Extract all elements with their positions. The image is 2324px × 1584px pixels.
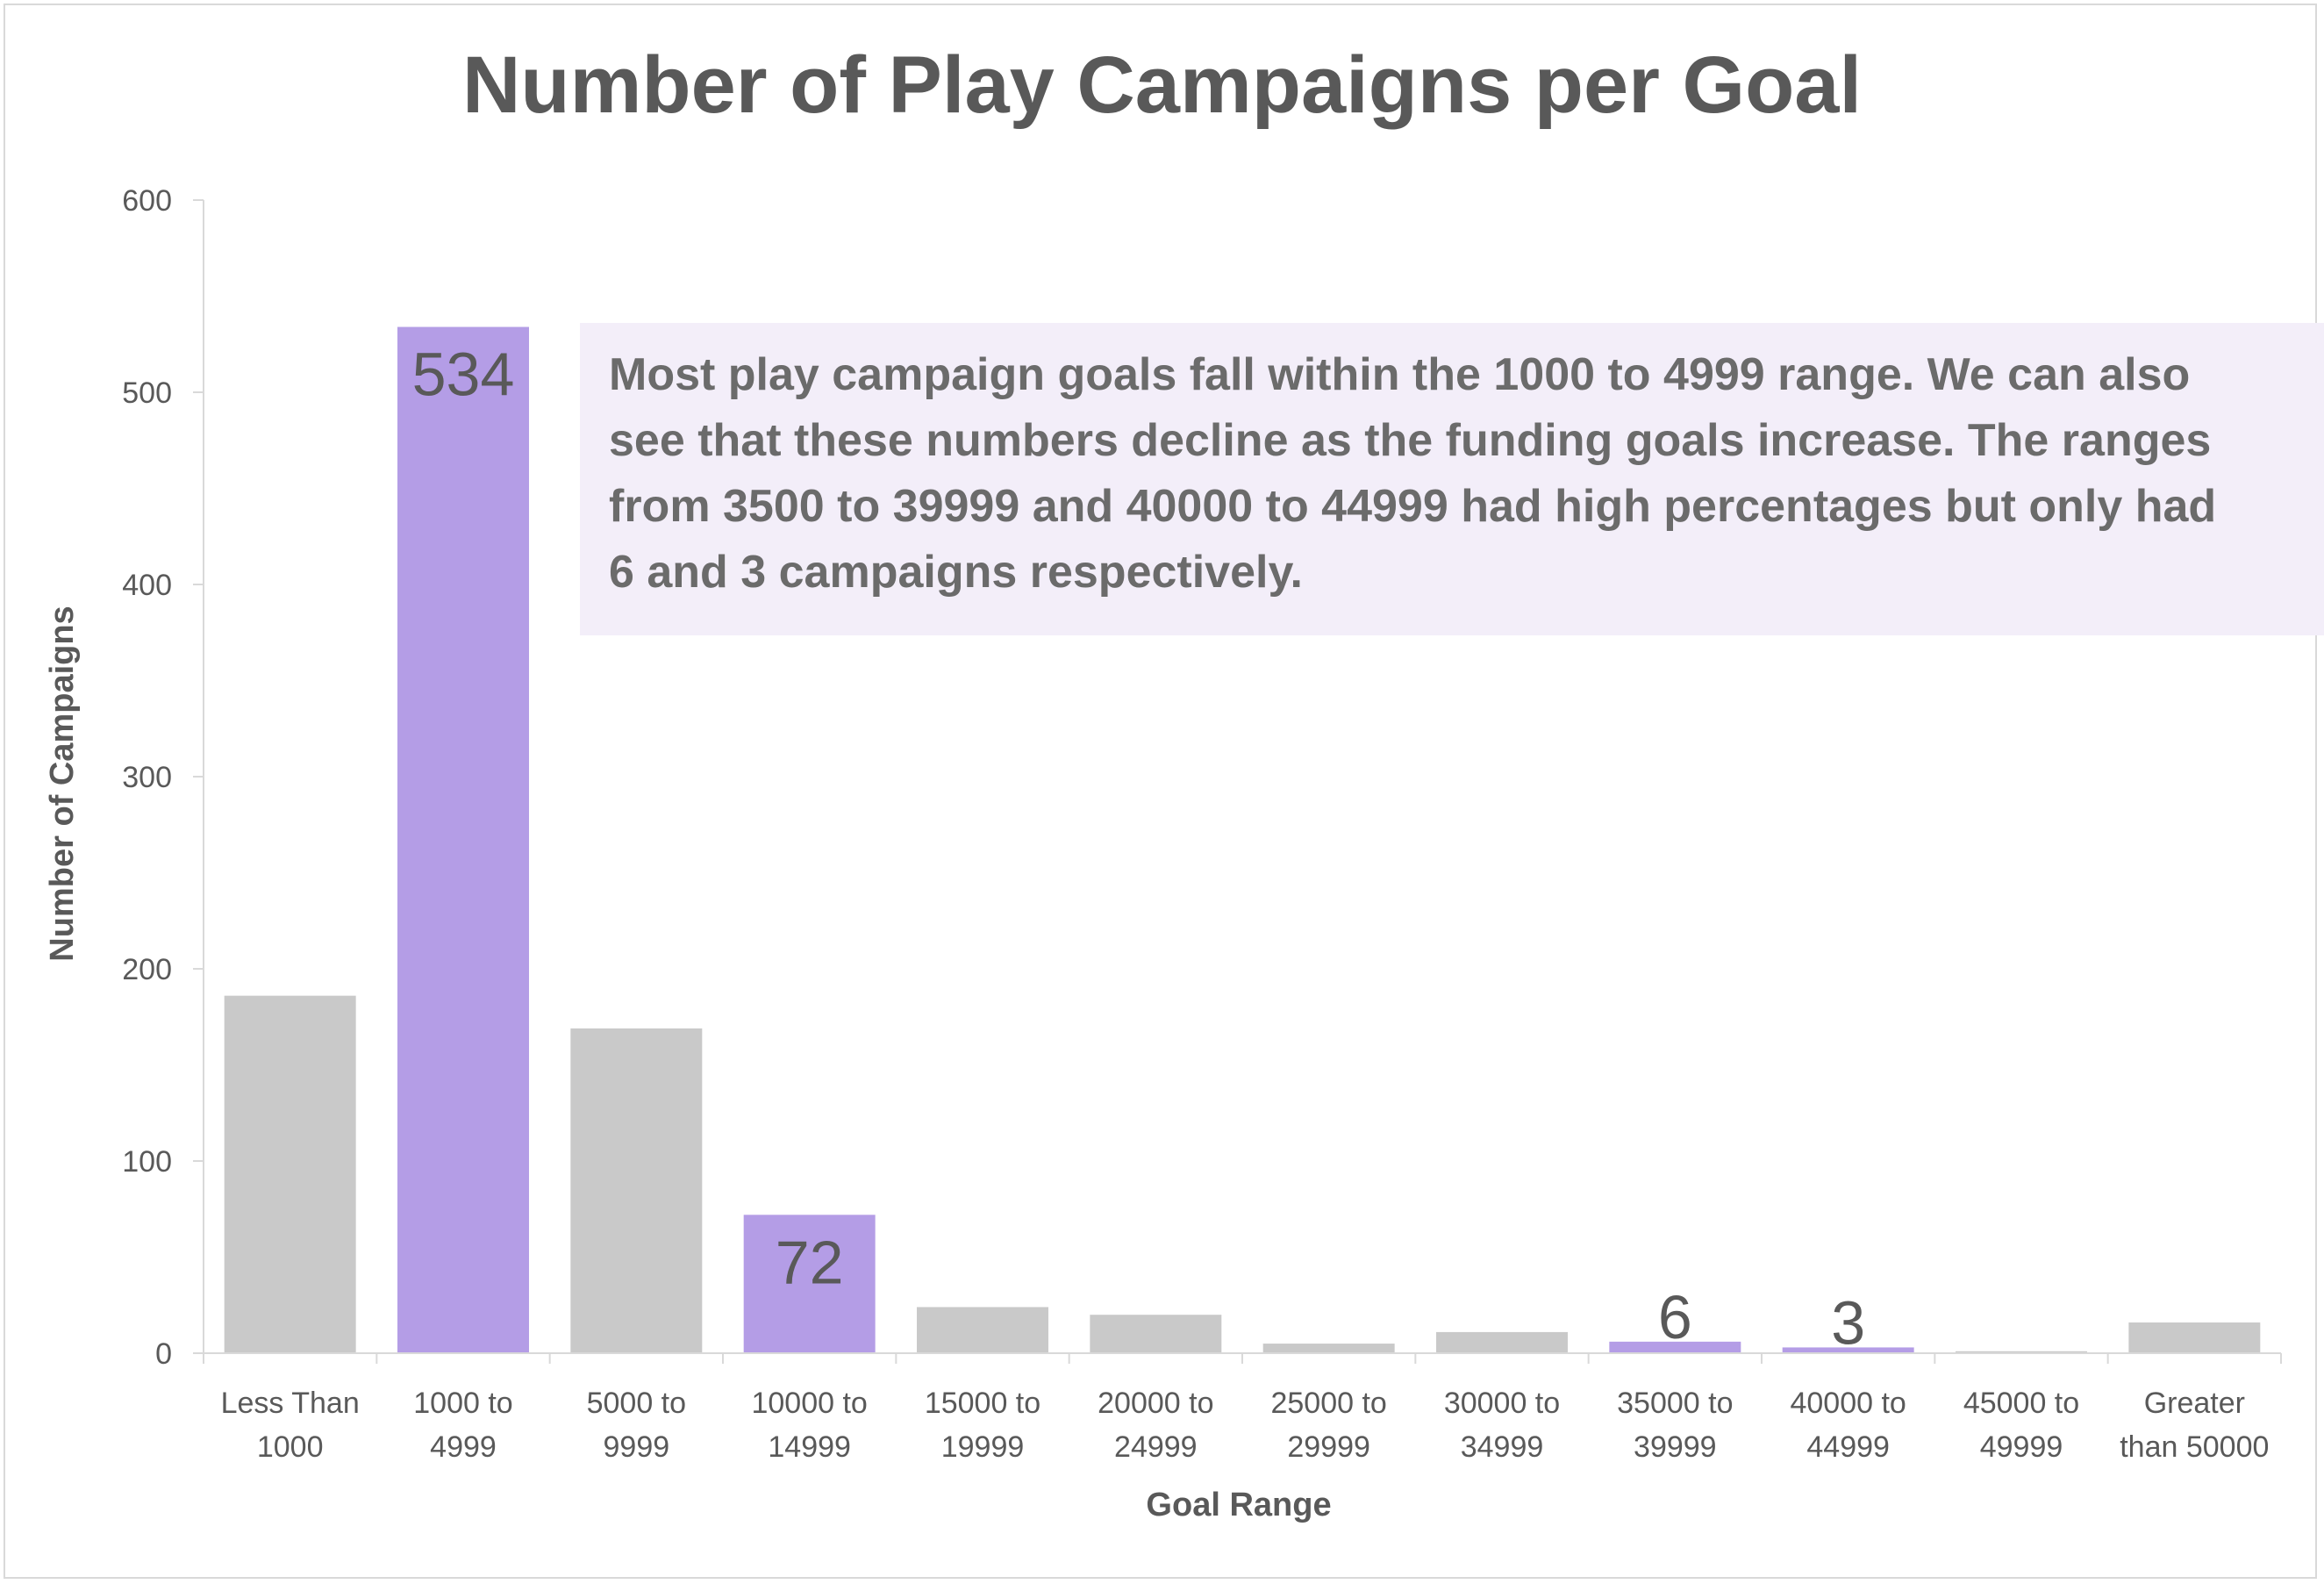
- y-tick-label: 200: [122, 953, 172, 986]
- bar: [743, 1215, 876, 1353]
- x-tick-label: 5000 to 9999: [587, 1387, 686, 1464]
- bar: [1436, 1331, 1568, 1353]
- bar: [2128, 1322, 2261, 1353]
- y-tick-label: 100: [122, 1145, 172, 1179]
- bar: [1956, 1351, 2087, 1353]
- y-tick-label: 500: [122, 376, 172, 410]
- bar: [1609, 1341, 1741, 1353]
- y-tick-label: 300: [122, 761, 172, 794]
- x-tick-label: 30000 to 34999: [1444, 1387, 1560, 1464]
- annotation-text: Most play campaign goals fall within the…: [609, 349, 2217, 598]
- x-axis-title: Goal Range: [1146, 1487, 1331, 1523]
- data-labels: 534 72 6 3: [412, 340, 1866, 1358]
- bar: [917, 1307, 1048, 1353]
- x-tick-label: 20000 to 24999: [1098, 1387, 1213, 1464]
- annotation-box: Most play campaign goals fall within the…: [580, 323, 2324, 635]
- x-tick-label: 10000 to 14999: [751, 1387, 867, 1464]
- bar: [1262, 1344, 1395, 1353]
- data-label: 6: [1658, 1283, 1692, 1351]
- bar: [1782, 1347, 1914, 1353]
- x-tick-label: 45000 to 49999: [1963, 1387, 2079, 1464]
- bars: [224, 326, 2261, 1353]
- chart-title: Number of Play Campaigns per Goal: [461, 40, 1863, 130]
- y-tick-label: 0: [155, 1337, 172, 1371]
- y-tick-label: 600: [122, 184, 172, 218]
- x-tick-label: 40000 to 44999: [1790, 1387, 1906, 1464]
- x-tick-label: 35000 to 39999: [1617, 1387, 1733, 1464]
- x-tick-label: Greater than 50000: [2120, 1387, 2269, 1464]
- x-tick-label: 15000 to 19999: [925, 1387, 1040, 1464]
- bar: [1090, 1315, 1222, 1353]
- bar: [570, 1028, 703, 1353]
- bar: [224, 995, 356, 1353]
- x-tick-label: Less Than 1000: [221, 1387, 360, 1464]
- y-tick-label: 400: [122, 569, 172, 602]
- data-label: 534: [412, 340, 515, 409]
- x-tick-label: 1000 to 4999: [413, 1387, 512, 1464]
- data-label: 3: [1831, 1288, 1865, 1357]
- x-tick-label: 25000 to 29999: [1270, 1387, 1386, 1464]
- data-label: 72: [776, 1228, 844, 1296]
- y-axis-title: Number of Campaigns: [44, 606, 81, 961]
- y-axis: 0 100 200 300 400 500 600: [122, 184, 204, 1371]
- bar: [397, 326, 529, 1353]
- x-axis: Less Than 1000 1000 to 4999 5000 to 9999 10000…: [203, 1352, 2282, 1464]
